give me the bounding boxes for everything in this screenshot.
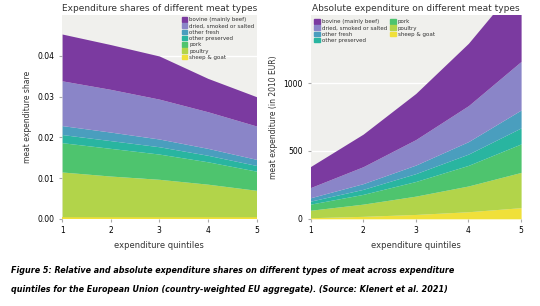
Title: Absolute expenditure on different meat types: Absolute expenditure on different meat t… — [312, 4, 519, 13]
Y-axis label: meat expenditure share: meat expenditure share — [23, 71, 32, 163]
X-axis label: expenditure quintiles: expenditure quintiles — [371, 241, 461, 250]
Text: Figure 5: Relative and absolute expenditure shares on different types of meat ac: Figure 5: Relative and absolute expendit… — [11, 266, 454, 275]
Title: Expenditure shares of different meat types: Expenditure shares of different meat typ… — [62, 4, 257, 13]
Text: quintiles for the European Union (country-weighted EU aggregate). (Source: Klene: quintiles for the European Union (countr… — [11, 285, 448, 293]
Legend: bovine (mainly beef), dried, smoked or salted, other fresh, other preserved, por: bovine (mainly beef), dried, smoked or s… — [313, 18, 436, 44]
Legend: bovine (mainly beef), dried, smoked or salted, other fresh, other preserved, por: bovine (mainly beef), dried, smoked or s… — [180, 16, 255, 61]
X-axis label: expenditure quintiles: expenditure quintiles — [114, 241, 204, 250]
Y-axis label: meat expenditure (in 2010 EUR): meat expenditure (in 2010 EUR) — [269, 55, 278, 179]
